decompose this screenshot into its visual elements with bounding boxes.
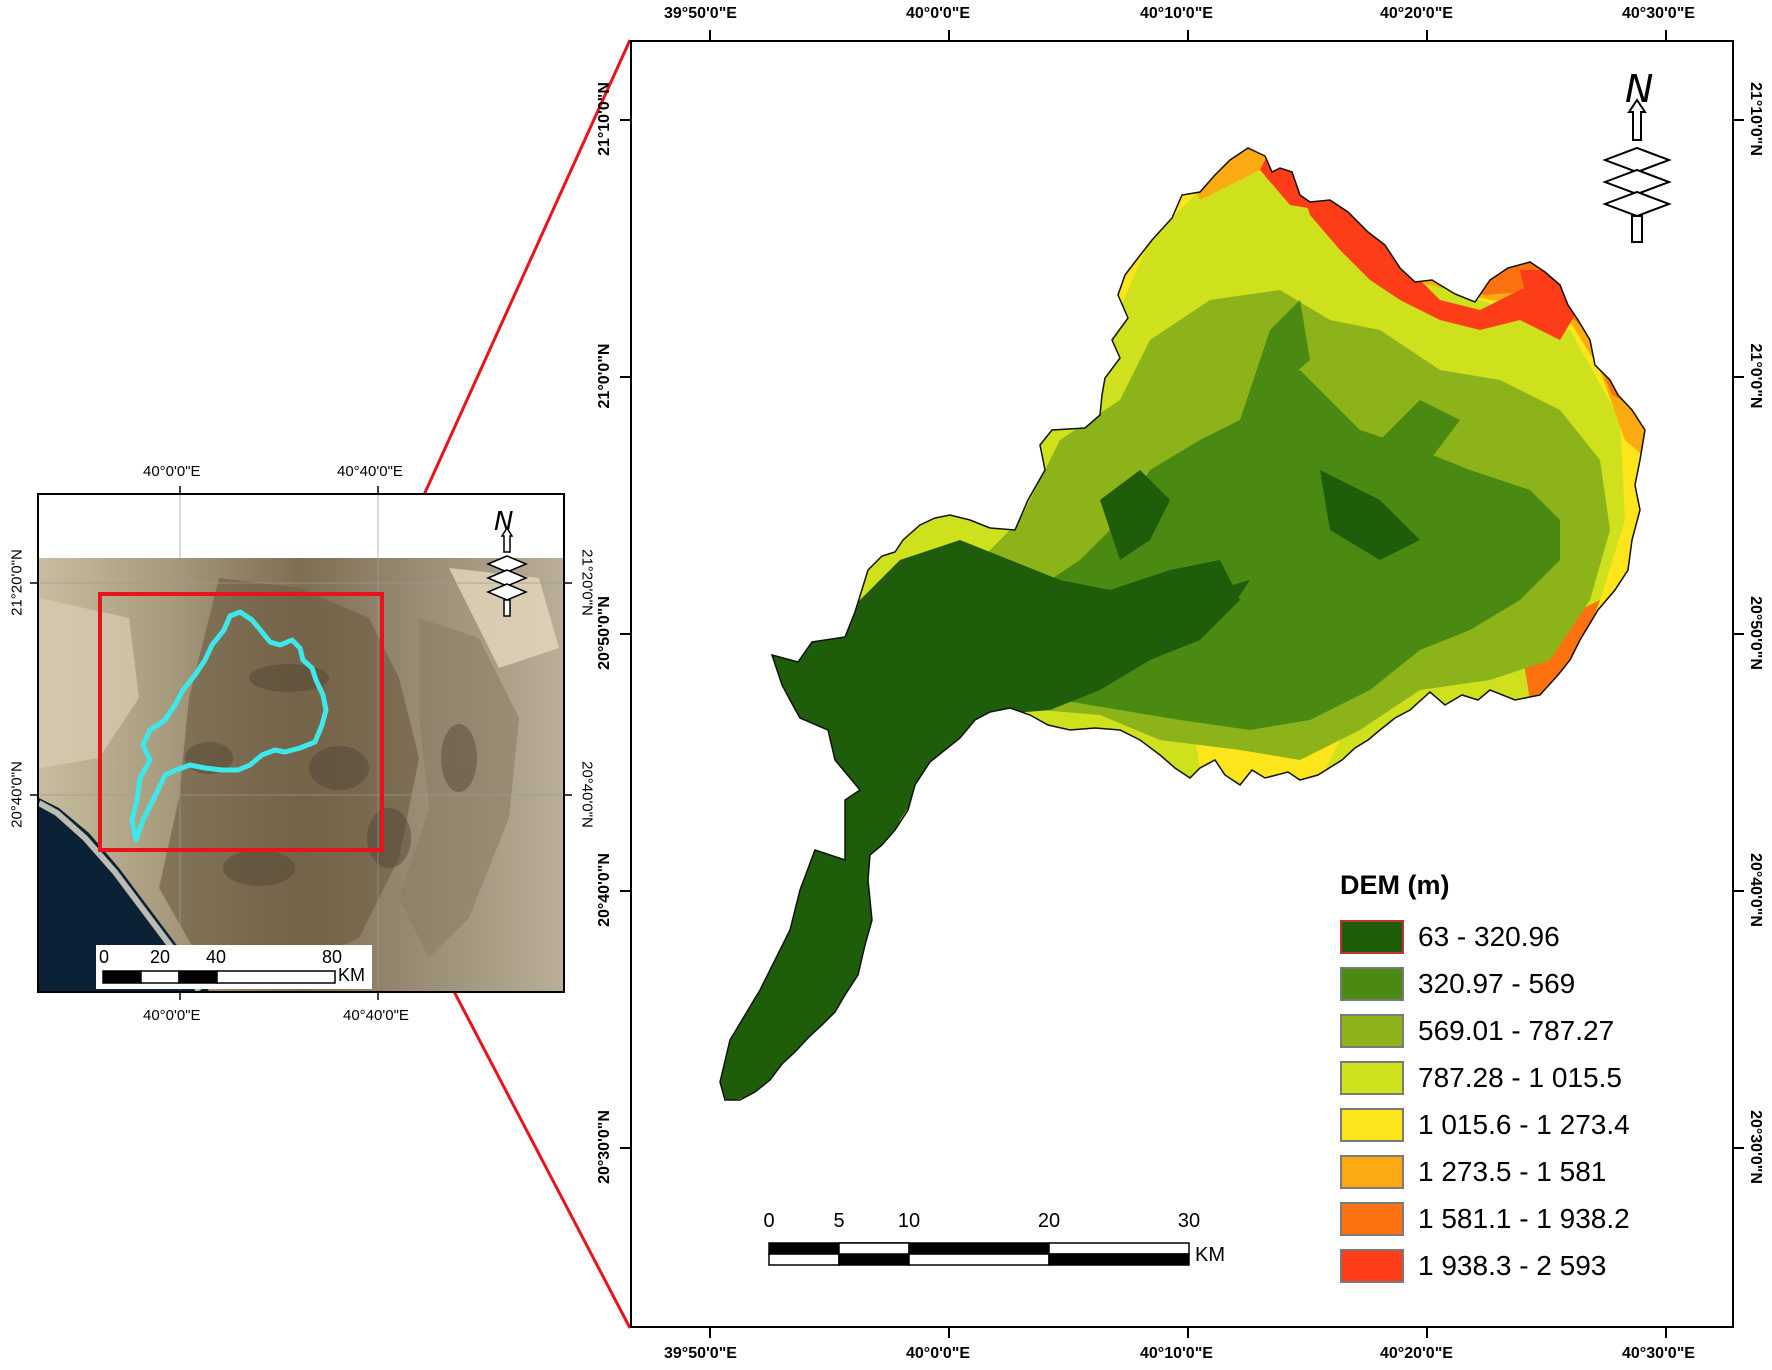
legend-swatch: [1340, 1201, 1404, 1236]
north-arrow-icon: N: [1595, 67, 1675, 250]
inset-right-label: 21°20'0"N: [578, 549, 596, 616]
watershed-outline: [129, 609, 329, 843]
legend-item: 1 273.5 - 1 581: [1340, 1148, 1720, 1195]
inset-satellite-image: [39, 558, 563, 991]
legend-label: 1 015.6 - 1 273.4: [1418, 1108, 1630, 1140]
legend-item: 63 - 320.96: [1340, 913, 1720, 960]
inset-left-label: 21°20'0"N: [8, 549, 26, 616]
bottom-tick-label: 40°0'0"E: [906, 1345, 971, 1362]
top-tick-label: 40°0'0"E: [906, 5, 971, 22]
legend-item: 1 015.6 - 1 273.4: [1340, 1101, 1720, 1148]
legend-swatch: [1340, 919, 1404, 954]
inset-left-label: 20°40'0"N: [8, 761, 26, 828]
legend-item: 320.97 - 569: [1340, 960, 1720, 1007]
legend-swatch: [1340, 1107, 1404, 1142]
legend-swatch: [1340, 966, 1404, 1001]
inset-top-label: 40°0'0"E: [143, 463, 201, 480]
inset-scale-bar: 0 20 40 80 KM: [96, 945, 372, 989]
inset-scale-tick: 80: [321, 947, 343, 967]
scale-unit: KM: [1195, 1244, 1225, 1266]
inset-north-arrow-icon: N: [482, 507, 532, 620]
legend-swatch: [1340, 1154, 1404, 1189]
legend-label: 1 938.3 - 2 593: [1418, 1249, 1607, 1281]
scale-tick-label: 30: [1177, 1210, 1201, 1232]
legend-label: 63 - 320.96: [1418, 920, 1560, 952]
inset-right-label: 20°40'0"N: [578, 761, 596, 828]
legend-label: 1 273.5 - 1 581: [1418, 1155, 1607, 1187]
bottom-tick-label: 40°20'0"E: [1380, 1345, 1453, 1362]
legend-label: 1 581.1 - 1 938.2: [1418, 1202, 1630, 1234]
legend-swatch: [1340, 1013, 1404, 1048]
legend-label: 787.28 - 1 015.5: [1418, 1061, 1622, 1093]
scale-tick-label: 5: [833, 1210, 845, 1232]
legend-item: 1 938.3 - 2 593: [1340, 1242, 1720, 1289]
legend-swatch: [1340, 1248, 1404, 1283]
scale-tick-label: 10: [897, 1210, 921, 1232]
inset-bottom-label: 40°0'0"E: [143, 1007, 201, 1024]
top-tick-label: 40°10'0"E: [1140, 5, 1213, 22]
dem-legend: DEM (m) 63 - 320.96 320.97 - 569 569.01 - …: [1340, 870, 1720, 1289]
bottom-tick-label: 40°10'0"E: [1140, 1345, 1213, 1362]
legend-title: DEM (m): [1340, 870, 1450, 900]
inset-scale-unit: KM: [338, 965, 365, 985]
legend-item: 569.01 - 787.27: [1340, 1007, 1720, 1054]
scale-tick-label: 20: [1037, 1210, 1061, 1232]
inset-scale-tick: 40: [205, 947, 227, 967]
top-tick-label: 39°50'0"E: [664, 5, 737, 22]
top-tick-label: 40°30'0"E: [1622, 5, 1695, 22]
legend-swatch: [1340, 1060, 1404, 1095]
legend-item: 1 581.1 - 1 938.2: [1340, 1195, 1720, 1242]
legend-label: 569.01 - 787.27: [1418, 1014, 1615, 1046]
study-area-box: [98, 592, 384, 852]
main-scale-bar: 0 5 10 20 30 KM: [760, 1210, 1225, 1270]
top-tick-label: 40°20'0"E: [1380, 5, 1453, 22]
inset-scale-tick: 20: [149, 947, 171, 967]
inset-scale-tick: 0: [98, 947, 110, 967]
legend-item: 787.28 - 1 015.5: [1340, 1054, 1720, 1101]
legend-label: 320.97 - 569: [1418, 967, 1576, 999]
bottom-tick-label: 40°30'0"E: [1622, 1345, 1695, 1362]
inset-bottom-label: 40°40'0"E: [343, 1007, 409, 1024]
inset-top-label: 40°40'0"E: [337, 463, 403, 480]
scale-tick-label: 0: [763, 1210, 775, 1232]
bottom-tick-label: 39°50'0"E: [664, 1345, 737, 1362]
